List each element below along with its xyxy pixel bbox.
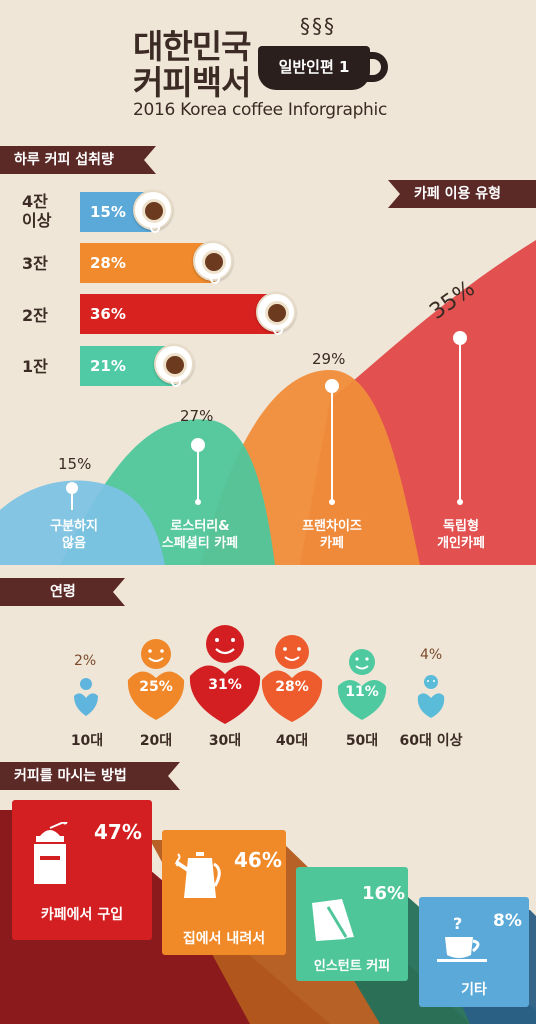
svg-text:?: ? <box>453 914 462 933</box>
method-value-home: 46% <box>234 848 282 872</box>
cafe-value-none: 15% <box>58 455 92 473</box>
age-label-10s: 10대 <box>70 733 104 749</box>
age-value-40s: 28% <box>275 679 309 695</box>
intake-label-4plus: 4잔 이상 <box>22 192 52 230</box>
hill-none <box>0 480 165 565</box>
section-title-method: 커피를 마시는 방법 <box>0 762 180 790</box>
age-body-10s <box>74 693 98 716</box>
method-label-instant: 인스턴트 커피 <box>313 959 391 974</box>
age-value-60s: 4% <box>420 647 443 663</box>
section-title-age: 연령 <box>0 578 125 606</box>
mug-icon <box>258 46 370 90</box>
method-label-other: 기타 <box>461 982 487 998</box>
age-label-20s: 20대 <box>139 733 173 749</box>
method-value-instant: 16% <box>362 883 406 904</box>
age-label-30s: 30대 <box>208 733 242 749</box>
section-title-daily-intake: 하루 커피 섭취량 <box>0 146 156 174</box>
intake-value: 36% <box>90 305 126 323</box>
age-body-40s <box>261 670 323 722</box>
age-head-40s <box>275 635 309 669</box>
age-figures <box>74 625 445 724</box>
method-tile-cafe: 47% 카페에서 구입 <box>12 800 152 940</box>
instant-coffee-icon <box>312 899 354 941</box>
age-head-10s <box>80 678 92 690</box>
cafe-label-franchise: 프랜차이즈 카페 <box>302 519 362 551</box>
age-head-20s <box>141 639 171 669</box>
coffee-cup-icon <box>133 190 173 233</box>
intake-bar-2: 36% <box>80 294 278 334</box>
question-cup-icon: ? <box>437 914 487 962</box>
age-body-20s <box>127 671 185 720</box>
title-line2: 커피백서 <box>133 63 251 102</box>
age-head-50s <box>349 649 375 675</box>
age-value-20s: 25% <box>139 679 173 695</box>
coffee-grinder-icon <box>34 822 68 884</box>
mug-handle-icon <box>360 52 388 82</box>
intake-bar-3: 28% <box>80 243 215 283</box>
intake-label-2: 2잔 <box>22 306 48 325</box>
age-head-30s <box>206 625 244 663</box>
cafe-label-roastery: 로스터리& 스페셜티 카페 <box>161 519 239 551</box>
age-value-10s: 2% <box>74 653 97 669</box>
coffee-cup-icon <box>256 292 296 335</box>
steam-icon: §§§ <box>300 14 336 38</box>
age-label-60s: 60대 이상 <box>399 733 463 749</box>
age-label-40s: 40대 <box>275 733 309 749</box>
age-label-50s: 50대 <box>345 733 379 749</box>
age-value-30s: 31% <box>208 677 242 693</box>
age-body-30s <box>189 665 261 724</box>
intake-label-1: 1잔 <box>22 357 48 376</box>
age-head-60s <box>424 675 438 689</box>
age-body-60s <box>417 693 445 718</box>
cafe-type-chart <box>0 240 536 565</box>
kettle-icon <box>174 852 221 898</box>
intake-value: 21% <box>90 357 126 375</box>
header-badge: 일반인편 1 <box>278 58 350 76</box>
method-tile-home: 46% 집에서 내려서 <box>162 830 286 955</box>
method-tile-instant: 16% 인스턴트 커피 <box>296 867 408 981</box>
method-value-cafe: 47% <box>94 820 142 844</box>
age-value-50s: 11% <box>345 684 379 700</box>
title-line1: 대한민국 <box>133 27 251 66</box>
coffee-cup-icon <box>154 344 194 387</box>
cafe-label-independent: 독립형 개인카페 <box>437 519 485 551</box>
intake-value: 28% <box>90 254 126 272</box>
method-label-home: 집에서 내려서 <box>182 931 266 947</box>
age-body-50s <box>337 680 387 720</box>
cafe-value-franchise: 29% <box>312 350 346 368</box>
method-tile-other: ? 8% 기타 <box>419 897 529 1007</box>
cafe-value-roastery: 27% <box>180 407 214 425</box>
intake-value: 15% <box>90 203 126 221</box>
intake-label-3: 3잔 <box>22 254 48 273</box>
method-label-cafe: 카페에서 구입 <box>40 907 124 923</box>
coffee-cup-icon <box>193 241 233 284</box>
cafe-label-none: 구분하지 않음 <box>50 519 98 551</box>
section-title-cafe-type: 카페 이용 유형 <box>388 180 536 208</box>
method-value-other: 8% <box>493 911 522 931</box>
subtitle: 2016 Korea coffee Inforgraphic <box>133 100 388 120</box>
